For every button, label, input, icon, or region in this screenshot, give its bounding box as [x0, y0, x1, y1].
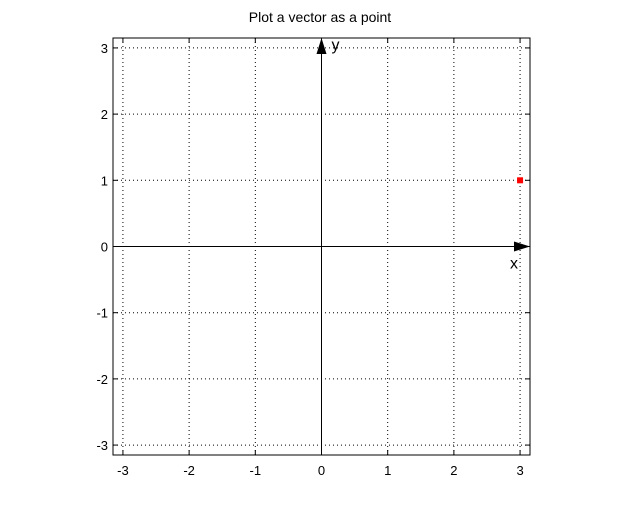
- y-tick-label: -3: [96, 438, 108, 453]
- y-tick-label: 3: [101, 41, 108, 56]
- x-tick-label: 0: [318, 463, 325, 478]
- x-tick-labels: -3 -2 -1 0 1 2 3: [117, 463, 524, 478]
- data-point: [517, 177, 524, 184]
- x-axis-name: x: [510, 256, 518, 273]
- y-tick-labels: -3 -2 -1 0 1 2 3: [96, 41, 108, 453]
- y-tick-label: -2: [96, 372, 108, 387]
- x-tick-label: -3: [117, 463, 129, 478]
- center-axes: [113, 38, 530, 455]
- x-axis-arrow: [514, 241, 530, 252]
- y-tick-label: 2: [101, 107, 108, 122]
- y-tick-label: -1: [96, 306, 108, 321]
- y-axis-name: y: [332, 37, 340, 54]
- x-tick-label: -2: [183, 463, 195, 478]
- x-tick-label: -1: [250, 463, 262, 478]
- x-tick-label: 2: [450, 463, 457, 478]
- chart-title: Plot a vector as a point: [249, 9, 392, 25]
- x-tick-label: 3: [516, 463, 523, 478]
- y-tick-label: 0: [101, 240, 108, 255]
- y-tick-label: 1: [101, 173, 108, 188]
- y-axis-arrow: [316, 38, 327, 54]
- x-tick-label: 1: [384, 463, 391, 478]
- data-points: [517, 177, 524, 184]
